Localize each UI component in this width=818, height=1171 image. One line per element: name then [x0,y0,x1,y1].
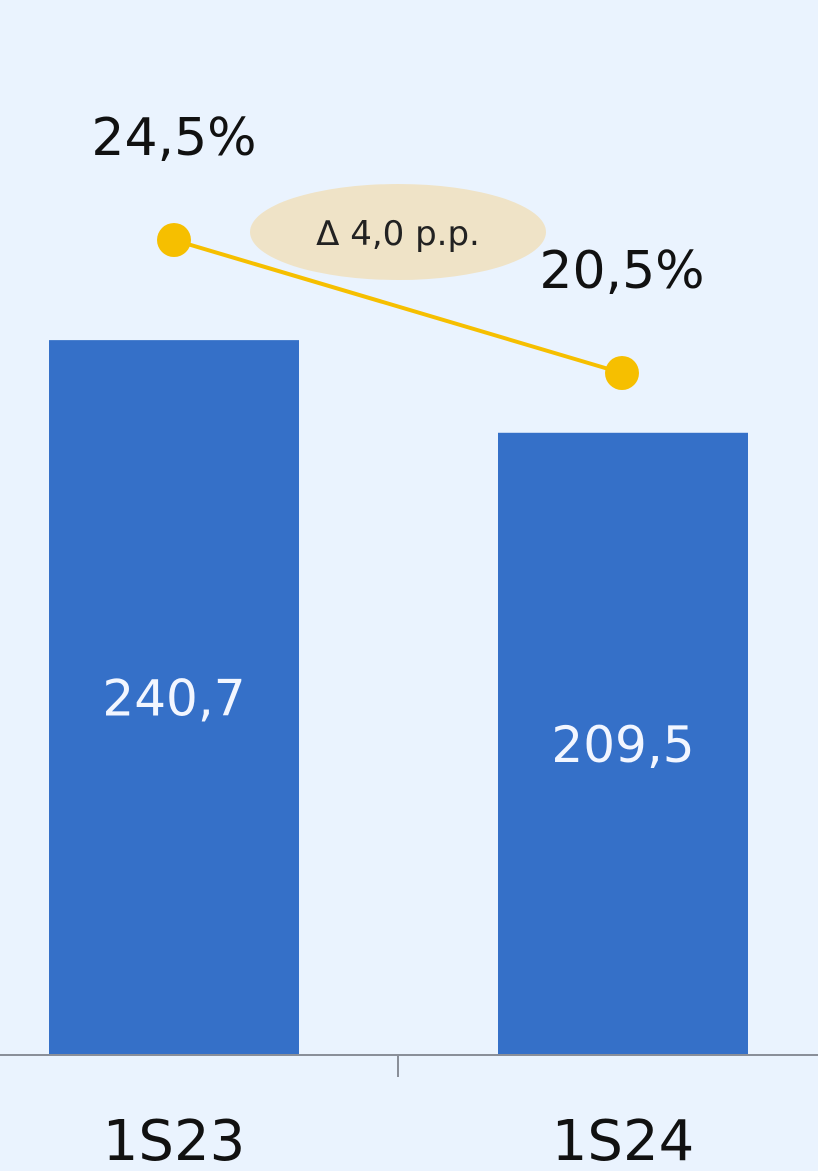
delta-label: Δ 4,0 p.p. [316,214,480,254]
bar-1S23 [49,340,299,1056]
category-labels: 1S23 1S24 [103,1109,694,1171]
line-point [157,223,191,257]
delta-annotation: Δ 4,0 p.p. [250,184,546,280]
line-value-label: 24,5% [91,108,256,168]
bar-value-labels: 240,7 209,5 [102,670,694,774]
bar-value-label: 209,5 [551,716,694,774]
line-point [605,356,639,390]
bar-value-label: 240,7 [102,670,245,728]
line-series-layer [157,223,639,390]
category-label: 1S23 [103,1109,245,1166]
category-label: 1S24 [552,1109,694,1166]
delta-bubble [250,184,546,280]
bar-1S24 [498,432,748,1055]
line-value-labels: 24,5% 20,5% [91,108,704,301]
line-value-label: 20,5% [539,241,704,301]
bars-layer [49,340,748,1056]
line-series-segment [173,238,623,375]
